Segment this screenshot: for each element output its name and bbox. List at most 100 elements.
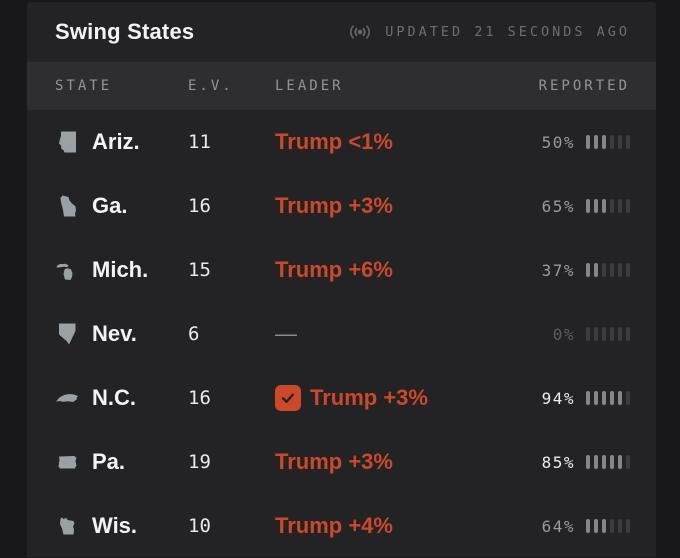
progress-bar-segment: [594, 327, 598, 341]
state-name: Wis.: [92, 513, 138, 538]
leader-cell: Trump +3%: [275, 193, 531, 219]
progress-bar-segment: [618, 455, 622, 469]
electoral-votes: 16: [188, 387, 211, 409]
column-header-state: STATE: [55, 78, 113, 94]
updated-status: UPDATED 21 SECONDS AGO: [347, 22, 630, 42]
progress-bar-segment: [618, 135, 622, 149]
progress-bar-segment: [594, 263, 598, 277]
state-row[interactable]: Ariz. 11 Trump <1% 50%: [27, 110, 656, 174]
state-row[interactable]: Mich. 15 Trump +6% 37%: [27, 238, 656, 302]
state-rows: Ariz. 11 Trump <1% 50% Ga. 16 Trump +3% …: [27, 110, 656, 558]
progress-bar-segment: [626, 519, 630, 533]
state-row[interactable]: Nev. 6 — 0%: [27, 302, 656, 366]
progress-bar-segment: [594, 455, 598, 469]
progress-bar-segment: [602, 455, 606, 469]
progress-bar-segment: [602, 135, 606, 149]
leader-margin: Trump +3%: [275, 193, 393, 218]
reported-cell: 64%: [531, 517, 630, 536]
progress-bar-segment: [618, 519, 622, 533]
table-header: STATE E.V. LEADER REPORTED: [27, 62, 656, 110]
reported-percent: 64%: [541, 516, 575, 536]
progress-bar-segment: [610, 135, 614, 149]
reported-cell: 37%: [531, 261, 630, 280]
progress-bar-segment: [602, 391, 606, 405]
column-header-reported: REPORTED: [538, 78, 630, 94]
race-called-checkbox-icon: [275, 385, 301, 411]
state-row[interactable]: Pa. 19 Trump +3% 85%: [27, 430, 656, 494]
progress-bar-segment: [586, 199, 590, 213]
progress-bar-segment: [618, 263, 622, 277]
updated-text: UPDATED 21 SECONDS AGO: [385, 24, 630, 40]
state-name: Pa.: [92, 449, 126, 474]
state-cell: N.C.: [55, 385, 188, 411]
state-row[interactable]: Wis. 10 Trump +4% 64%: [27, 494, 656, 558]
leader-margin: Trump <1%: [275, 129, 393, 154]
state-row[interactable]: N.C. 16 Trump +3% 94%: [27, 366, 656, 430]
electoral-votes: 15: [188, 259, 211, 281]
column-header-ev: E.V.: [188, 78, 234, 94]
reported-progress-bars: [586, 263, 630, 277]
state-cell: Wis.: [55, 513, 188, 539]
progress-bar-segment: [594, 199, 598, 213]
state-cell: Pa.: [55, 449, 188, 475]
reported-progress-bars: [586, 519, 630, 533]
reported-cell: 65%: [531, 197, 630, 216]
reported-progress-bars: [586, 391, 630, 405]
progress-bar-segment: [594, 391, 598, 405]
state-name: Nev.: [92, 321, 137, 346]
reported-percent: 94%: [541, 388, 575, 408]
state-name: Mich.: [92, 257, 149, 282]
reported-cell: 50%: [531, 133, 630, 152]
state-name: Ga.: [92, 193, 128, 218]
reported-percent: 37%: [541, 260, 575, 280]
progress-bar-segment: [586, 455, 590, 469]
leader-margin: Trump +6%: [275, 257, 393, 282]
progress-bar-segment: [602, 199, 606, 213]
reported-cell: 94%: [531, 389, 630, 408]
reported-percent: 50%: [541, 132, 575, 152]
state-cell: Nev.: [55, 321, 188, 347]
reported-progress-bars: [586, 327, 630, 341]
state-row[interactable]: Ga. 16 Trump +3% 65%: [27, 174, 656, 238]
progress-bar-segment: [586, 391, 590, 405]
electoral-votes: 6: [188, 323, 200, 345]
progress-bar-segment: [626, 455, 630, 469]
progress-bar-segment: [602, 263, 606, 277]
leader-cell: Trump <1%: [275, 129, 531, 155]
progress-bar-segment: [626, 263, 630, 277]
state-shape-icon: [55, 130, 92, 154]
panel-title: Swing States: [55, 19, 195, 44]
progress-bar-segment: [610, 391, 614, 405]
electoral-votes: 10: [188, 515, 211, 537]
state-shape-icon: [55, 514, 92, 538]
progress-bar-segment: [618, 391, 622, 405]
leader-margin: —: [275, 321, 297, 346]
leader-cell: Trump +6%: [275, 257, 531, 283]
column-header-leader: LEADER: [275, 78, 344, 94]
progress-bar-segment: [610, 519, 614, 533]
progress-bar-segment: [586, 519, 590, 533]
state-cell: Ga.: [55, 193, 188, 219]
state-shape-icon: [55, 386, 92, 410]
progress-bar-segment: [626, 135, 630, 149]
progress-bar-segment: [626, 327, 630, 341]
progress-bar-segment: [626, 391, 630, 405]
progress-bar-segment: [610, 455, 614, 469]
progress-bar-segment: [594, 135, 598, 149]
progress-bar-segment: [618, 327, 622, 341]
state-shape-icon: [55, 322, 92, 346]
reported-progress-bars: [586, 135, 630, 149]
progress-bar-segment: [610, 327, 614, 341]
progress-bar-segment: [594, 519, 598, 533]
reported-percent: 85%: [541, 452, 575, 472]
progress-bar-segment: [610, 199, 614, 213]
progress-bar-segment: [610, 263, 614, 277]
progress-bar-segment: [602, 327, 606, 341]
reported-progress-bars: [586, 199, 630, 213]
electoral-votes: 11: [188, 131, 211, 153]
reported-percent: 0%: [552, 324, 575, 344]
progress-bar-segment: [586, 263, 590, 277]
progress-bar-segment: [626, 199, 630, 213]
leader-margin: Trump +3%: [275, 449, 393, 474]
state-shape-icon: [55, 258, 92, 282]
